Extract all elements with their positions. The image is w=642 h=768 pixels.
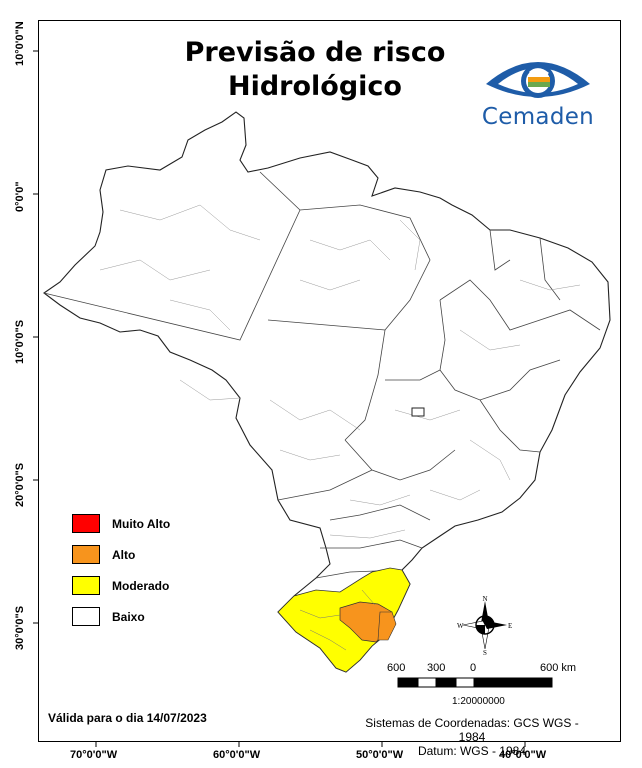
x-tick-label: 50°0'0"W [356, 749, 404, 761]
y-tick-label: 30°0'0"S [14, 605, 26, 650]
y-tick-label: 10°0'0"N [14, 21, 26, 66]
state-borders [43, 171, 601, 579]
legend-item: Muito Alto [72, 508, 170, 539]
legend-item: Alto [72, 539, 170, 570]
coord-line-2: Datum: WGS - 1984 [417, 744, 527, 758]
legend-swatch-baixo [72, 607, 100, 626]
title-line-1: Previsão de risco [184, 37, 446, 68]
compass-s: S [483, 649, 487, 655]
federal-district [411, 407, 425, 417]
legend: Muito Alto Alto Moderado Baixo [72, 508, 170, 632]
logo-text: Cemaden [481, 104, 595, 130]
title-line-2: Hidrológico [228, 71, 402, 102]
scale-ratio: 1:20000000 [452, 696, 505, 707]
region-alto-coast [377, 611, 397, 641]
scale-label: 600 km [540, 662, 577, 674]
compass-e: E [508, 622, 512, 630]
map-title: Previsão de risco Hidrológico [150, 36, 480, 104]
coordinate-system: Sistemas de Coordenadas: GCS WGS - 1984 … [352, 716, 592, 758]
y-tick-label: 20°0'0"S [14, 462, 26, 507]
compass-w: W [457, 622, 464, 630]
scale-label: 0 [470, 662, 477, 674]
validity-date: Válida para o dia 14/07/2023 [48, 711, 207, 725]
scale-label: 600 [387, 662, 406, 674]
legend-label: Muito Alto [112, 516, 171, 531]
cemaden-eye-logo [486, 62, 590, 98]
country-outline [43, 111, 611, 673]
y-tick-label: 10°0'0"S [14, 319, 26, 364]
legend-item: Moderado [72, 570, 170, 601]
scale-bar [397, 677, 553, 688]
legend-item: Baixo [72, 601, 170, 632]
scale-label: 300 [427, 662, 446, 674]
compass-n: N [482, 595, 487, 603]
legend-swatch-moderado [72, 576, 100, 595]
x-tick-label: 70°0'0"W [70, 749, 118, 761]
legend-label: Alto [112, 547, 136, 562]
x-tick-label: 40°0'0"W [499, 749, 547, 761]
legend-swatch-alto [72, 545, 100, 564]
legend-swatch-muito-alto [72, 514, 100, 533]
north-arrow-icon: N S W E [457, 595, 512, 655]
region-borders [99, 204, 581, 539]
legend-label: Baixo [112, 609, 145, 624]
coord-line-1: Sistemas de Coordenadas: GCS WGS - 1984 [365, 716, 579, 744]
x-tick-label: 60°0'0"W [213, 749, 261, 761]
y-tick-label: 0°0'0" [14, 181, 26, 212]
legend-label: Moderado [112, 578, 170, 593]
axis-ticks [33, 50, 526, 747]
